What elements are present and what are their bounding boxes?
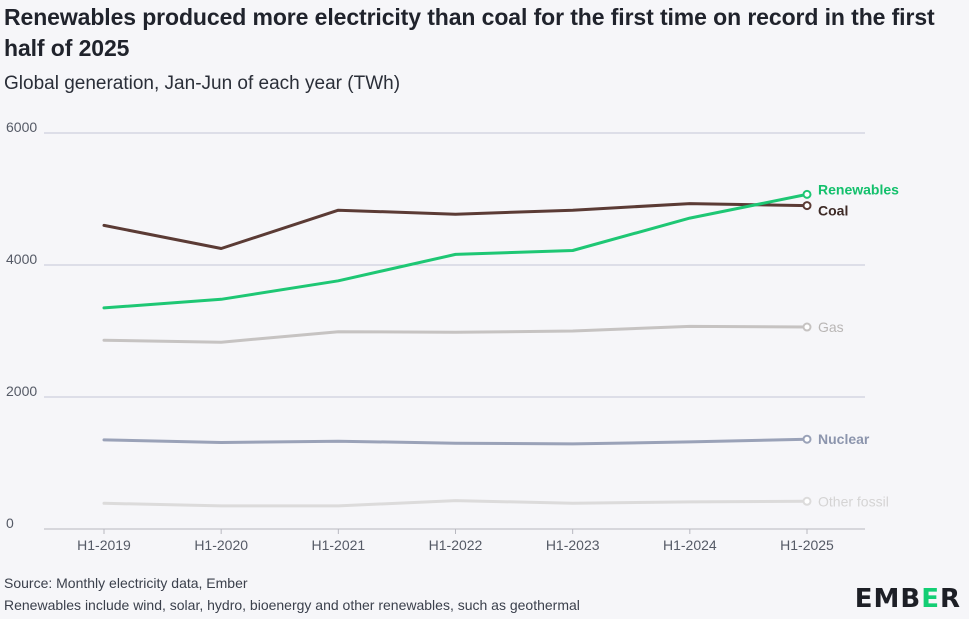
series-end-marker-coal: [802, 201, 812, 211]
x-tick-label: H1-2021: [311, 537, 365, 553]
series-label-gas: Gas: [818, 319, 844, 335]
gridlines: [44, 132, 865, 530]
series-line-other-fossil: [102, 499, 809, 508]
series-line-gas: [102, 324, 809, 344]
x-tick-label: H1-2024: [663, 537, 717, 553]
x-tick-label: H1-2025: [780, 537, 834, 553]
source-note: Source: Monthly electricity data, Ember: [4, 575, 248, 591]
x-tick-label: H1-2020: [194, 537, 248, 553]
series-end-marker-renewables: [802, 189, 812, 199]
series-label-coal: Coal: [818, 203, 848, 219]
series-line-nuclear: [102, 437, 809, 446]
series-end-marker-other-fossil: [802, 496, 812, 506]
series-end-marker-nuclear: [802, 434, 812, 444]
series-line-coal: [102, 202, 809, 250]
series-labels: Other fossil Nuclear Gas Coal Renewables: [818, 181, 899, 509]
x-tick-label: H1-2023: [546, 537, 600, 553]
ember-logo: EMBER: [854, 584, 961, 614]
x-tick-label: H1-2019: [77, 537, 131, 553]
chart-title: Renewables produced more electricity tha…: [4, 4, 935, 61]
y-tick-label: 0: [6, 515, 14, 531]
series-label-other-fossil: Other fossil: [818, 493, 889, 509]
definition-note: Renewables include wind, solar, hydro, b…: [4, 597, 580, 613]
chart-subtitle: Global generation, Jan-Jun of each year …: [4, 73, 401, 94]
y-axis-ticks: 0 2000 4000 6000: [6, 119, 37, 531]
series-label-renewables: Renewables: [818, 181, 899, 197]
y-tick-label: 2000: [6, 383, 37, 399]
series-lines: [102, 189, 812, 508]
series-line-renewables: [102, 192, 809, 310]
series-label-nuclear: Nuclear: [818, 431, 870, 447]
y-tick-label: 4000: [6, 251, 37, 267]
y-tick-label: 6000: [6, 119, 37, 135]
x-tick-label: H1-2022: [429, 537, 483, 553]
x-axis-ticks: H1-2019 H1-2020 H1-2021 H1-2022 H1-2023 H1-20…: [77, 529, 834, 553]
series-end-marker-gas: [802, 322, 812, 332]
